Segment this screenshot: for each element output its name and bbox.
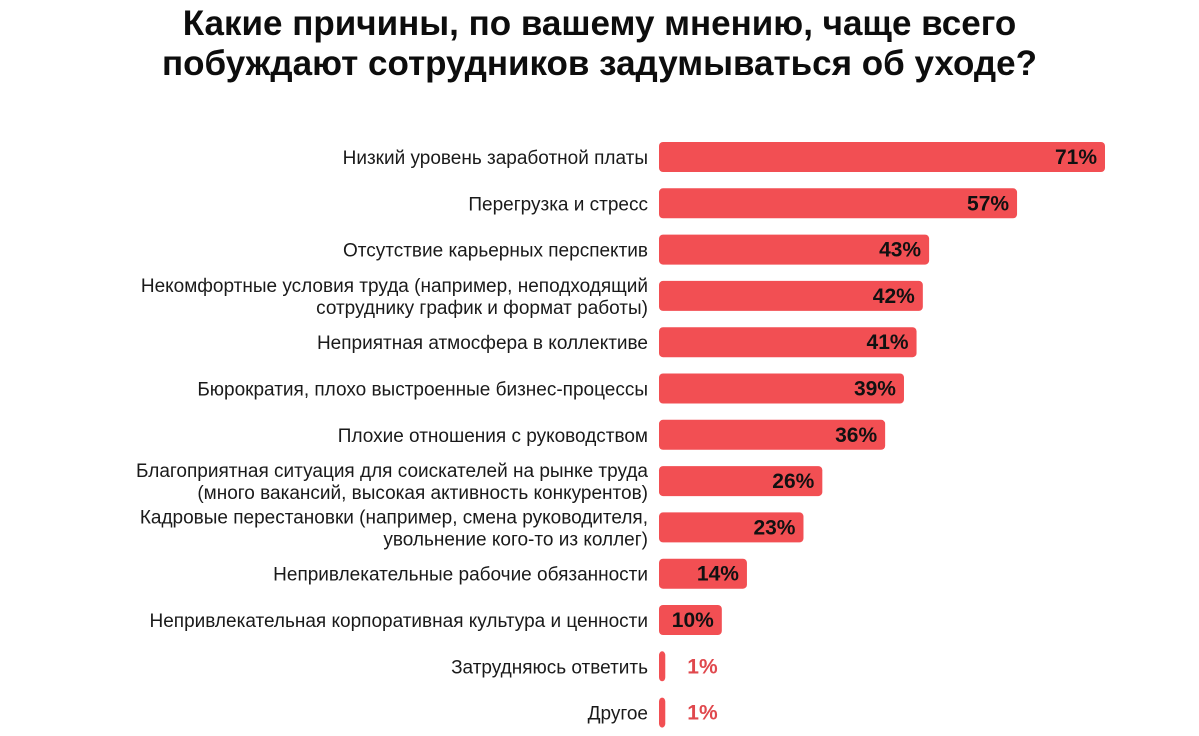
bar-2 <box>659 234 930 265</box>
chart-title-line-1: Какие причины, по вашему мнению, чаще вс… <box>182 4 1017 43</box>
value-label: 14% <box>697 563 739 586</box>
category-label-line: Непривлекательные рабочие обязанности <box>273 565 648 586</box>
category-label: Перегрузка и стресс <box>468 194 648 215</box>
category-label: Некомфортные условия труда (например, не… <box>141 276 648 319</box>
category-label-line: Неприятная атмосфера в коллективе <box>317 333 648 354</box>
chart-title-line-2: побуждают сотрудников задумываться об ух… <box>162 44 1037 83</box>
bar-3 <box>659 280 923 311</box>
category-label: Неприятная атмосфера в коллективе <box>317 333 648 354</box>
category-label-line: Непривлекательная корпоративная культура… <box>150 611 648 632</box>
value-label: 10% <box>672 609 714 632</box>
value-label: 26% <box>772 470 814 493</box>
value-label: 1% <box>687 702 718 725</box>
bar-5 <box>659 373 904 404</box>
category-label-line: Кадровые перестановки (например, смена р… <box>140 507 648 528</box>
value-label: 23% <box>753 516 795 539</box>
category-label: Другое <box>588 704 648 725</box>
category-label: Низкий уровень заработной платы <box>343 148 648 169</box>
category-label-line: сотруднику график и формат работы) <box>316 298 648 319</box>
value-label: 36% <box>835 424 877 447</box>
bar-8 <box>659 512 804 543</box>
category-label-line: Затрудняюсь ответить <box>451 657 648 678</box>
value-label: 1% <box>687 655 718 678</box>
bar-7 <box>659 466 823 497</box>
chart-title: Какие причины, по вашему мнению, чаще вс… <box>0 4 1199 84</box>
category-label: Затрудняюсь ответить <box>451 657 648 678</box>
bar-11 <box>659 651 666 682</box>
value-label: 41% <box>867 331 909 354</box>
bar-1 <box>659 188 1018 219</box>
category-label-line: (много вакансий, высокая активность конк… <box>197 483 648 504</box>
category-label: Плохие отношения с руководством <box>338 426 648 447</box>
category-label-line: Благоприятная ситуация для соискателей н… <box>136 461 648 482</box>
value-label: 43% <box>879 239 921 262</box>
value-label: 39% <box>854 378 896 401</box>
bar-10 <box>659 605 722 635</box>
value-label: 57% <box>967 192 1009 215</box>
category-label-line: увольнение кого-то из коллег) <box>383 529 648 550</box>
bar-9 <box>659 558 747 589</box>
bar-12 <box>659 697 666 728</box>
category-label: Благоприятная ситуация для соискателей н… <box>136 461 648 504</box>
category-label: Непривлекательная корпоративная культура… <box>150 611 648 632</box>
category-label-line: Бюрократия, плохо выстроенные бизнес-про… <box>197 380 648 401</box>
category-label: Отсутствие карьерных перспектив <box>343 241 648 262</box>
bar-0 <box>659 142 1105 172</box>
category-label: Кадровые перестановки (например, смена р… <box>140 507 648 550</box>
category-label-line: Другое <box>588 704 648 725</box>
category-label: Бюрократия, плохо выстроенные бизнес-про… <box>197 380 648 401</box>
category-label-line: Перегрузка и стресс <box>468 194 648 215</box>
bar-6 <box>659 419 886 450</box>
value-label: 71% <box>1055 146 1097 169</box>
value-label: 42% <box>873 285 915 308</box>
category-label-line: Отсутствие карьерных перспектив <box>343 241 648 262</box>
bar-4 <box>659 327 917 358</box>
category-label-line: Некомфортные условия труда (например, не… <box>141 276 648 297</box>
category-label: Непривлекательные рабочие обязанности <box>273 565 648 586</box>
category-label-line: Низкий уровень заработной платы <box>343 148 648 169</box>
category-label-line: Плохие отношения с руководством <box>338 426 648 447</box>
